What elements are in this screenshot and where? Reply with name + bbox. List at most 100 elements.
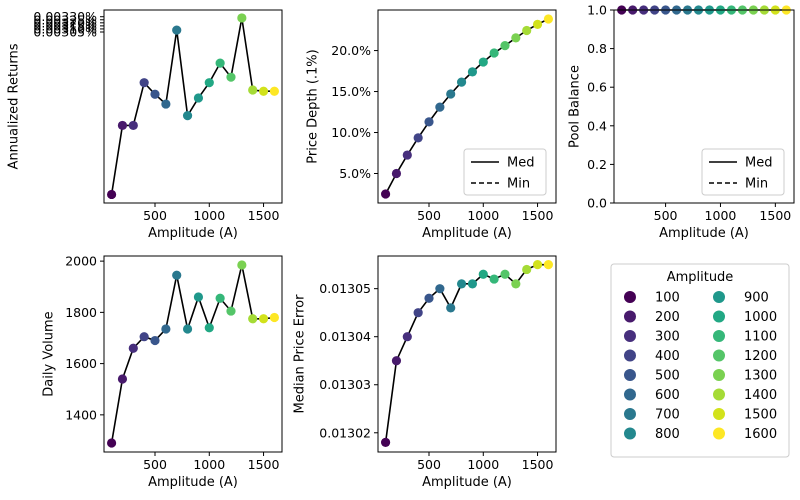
x-tick-label: 500 — [143, 208, 167, 223]
axes-frame — [377, 255, 557, 453]
data-point — [128, 120, 138, 131]
y-tick-label: 1.0 — [587, 3, 607, 18]
legend-entry: 300 — [655, 330, 680, 345]
data-point — [139, 332, 149, 342]
data-point — [467, 67, 478, 77]
data-point — [478, 269, 488, 279]
legend-marker — [713, 369, 725, 381]
x-tick-label: 1000 — [467, 457, 499, 472]
y-tick-label: 1600 — [65, 356, 97, 371]
legend-entry: 500 — [655, 369, 680, 384]
data-point — [489, 48, 499, 58]
series-line — [384, 18, 549, 195]
legend-marker — [713, 349, 725, 362]
series-line — [110, 264, 275, 444]
data-point — [107, 438, 117, 448]
subplot-5: 500 1000 1500 0.01302 0.01303 0.01304 0.01305 A… — [293, 255, 557, 490]
data-point — [226, 72, 236, 82]
data-point — [511, 33, 521, 43]
legend-label: Min — [507, 177, 530, 192]
x-axis-label: Amplitude (A) — [148, 475, 238, 490]
data-point — [413, 308, 423, 318]
x-axis-label: Amplitude (A) — [659, 226, 749, 241]
data-point — [258, 314, 269, 324]
series-legend: Med Min — [463, 148, 547, 196]
legend-label: Med — [507, 156, 534, 171]
x-tick-label: 1500 — [248, 208, 280, 223]
data-point — [511, 279, 521, 289]
data-point — [446, 89, 456, 99]
legend-marker — [624, 427, 636, 440]
data-point — [532, 260, 543, 270]
data-point — [204, 78, 214, 88]
data-point — [402, 332, 412, 342]
legend-marker — [624, 388, 636, 401]
subplot-2: 500 1000 1500 5.0% 10.0% 15.0% 20.0% Amplitude … — [306, 9, 557, 241]
legend-entry: 700 — [655, 408, 680, 423]
legend-entry: 400 — [655, 349, 680, 364]
y-tick-label: 0.8 — [587, 41, 607, 56]
y-axis-label: Annualized Returns — [7, 43, 22, 169]
data-point — [150, 335, 160, 346]
data-point — [193, 93, 204, 103]
data-point — [215, 58, 225, 68]
data-point — [391, 356, 402, 366]
subplot-3: 500 1000 1500 0.0 0.2 0.4 0.6 0.8 1.0 Amplitude (… — [568, 3, 795, 241]
legend-marker — [624, 310, 636, 323]
data-point — [532, 19, 543, 29]
y-tick-label: 2000 — [65, 254, 97, 269]
legend-entry: 1100 — [744, 330, 777, 345]
y-tick-label: 0.01302 — [319, 425, 371, 440]
x-tick-label: 1500 — [248, 457, 280, 472]
data-point — [467, 279, 478, 289]
data-point — [269, 312, 279, 323]
y-axis-label: Median Price Error — [293, 294, 308, 414]
x-axis-label: Amplitude (A) — [148, 226, 238, 241]
data-point — [543, 14, 554, 24]
data-point — [424, 117, 434, 127]
y-tick-label: 0.00315% — [33, 18, 97, 33]
y-tick-label: 0.00310% — [33, 21, 97, 36]
legend-entry: 1200 — [744, 349, 777, 364]
y-axis-label: Price Depth (.1%) — [306, 49, 321, 163]
data-point — [500, 41, 510, 51]
x-tick-label: 500 — [143, 457, 167, 472]
data-point — [381, 189, 391, 199]
legend-entry: 1400 — [744, 388, 777, 403]
legend-entry: 800 — [655, 427, 680, 442]
data-point — [237, 13, 247, 23]
data-point — [150, 89, 160, 99]
x-tick-label: 1500 — [522, 208, 554, 223]
legend-box — [610, 263, 790, 458]
legend-entry: 100 — [655, 291, 680, 306]
legend-box — [463, 148, 547, 196]
y-tick-label: 0.6 — [587, 80, 607, 95]
data-point — [204, 323, 214, 333]
x-tick-label: 1000 — [467, 208, 499, 223]
data-point — [161, 324, 171, 334]
y-tick-label: 0.01305 — [319, 281, 371, 296]
x-tick-label: 500 — [654, 208, 678, 223]
data-point — [172, 270, 182, 280]
data-point — [139, 78, 149, 88]
axes-frame — [613, 9, 795, 204]
series-line — [384, 263, 549, 443]
data-point — [402, 150, 412, 160]
y-tick-label: 10.0% — [331, 125, 371, 140]
y-tick-label: 0.01303 — [319, 377, 371, 392]
legend-marker — [624, 349, 636, 362]
data-point — [424, 293, 434, 303]
legend-label: Min — [745, 177, 768, 192]
legend-entry: 600 — [655, 388, 680, 403]
series-line — [110, 17, 275, 195]
legend-marker — [713, 291, 725, 303]
legend-marker — [713, 310, 725, 323]
x-tick-label: 500 — [417, 208, 441, 223]
data-point — [489, 274, 499, 284]
y-tick-label: 0.00305% — [33, 24, 97, 39]
y-tick-label: 0.0 — [587, 196, 607, 211]
data-point — [193, 292, 204, 302]
y-tick-label: 0.00325% — [33, 12, 97, 27]
x-tick-label: 1000 — [193, 457, 225, 472]
